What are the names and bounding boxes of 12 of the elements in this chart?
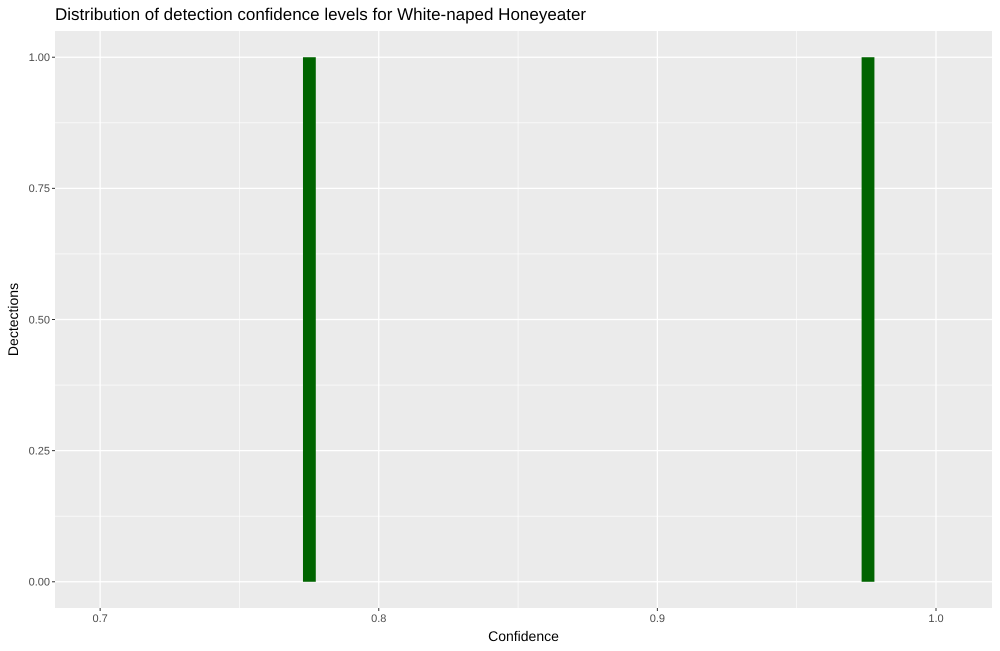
y-tick-label: 0.25 (28, 445, 50, 458)
y-tick-label: 0.75 (28, 183, 50, 196)
x-tick-label: 0.9 (650, 613, 666, 625)
x-tick-label: 0.8 (371, 613, 386, 625)
x-tick-label: 1.0 (928, 613, 944, 625)
chart-title: Distribution of detection confidence levels for White-naped Honeyeater (55, 5, 586, 24)
x-tick-label: 0.7 (92, 613, 108, 625)
y-tick-label: 0.50 (28, 314, 50, 326)
y-axis-title: Dectections (5, 282, 21, 356)
y-tick-label: 1.00 (28, 52, 50, 64)
x-axis-title: Confidence (488, 628, 560, 644)
y-tick-label: 0.00 (28, 576, 50, 589)
